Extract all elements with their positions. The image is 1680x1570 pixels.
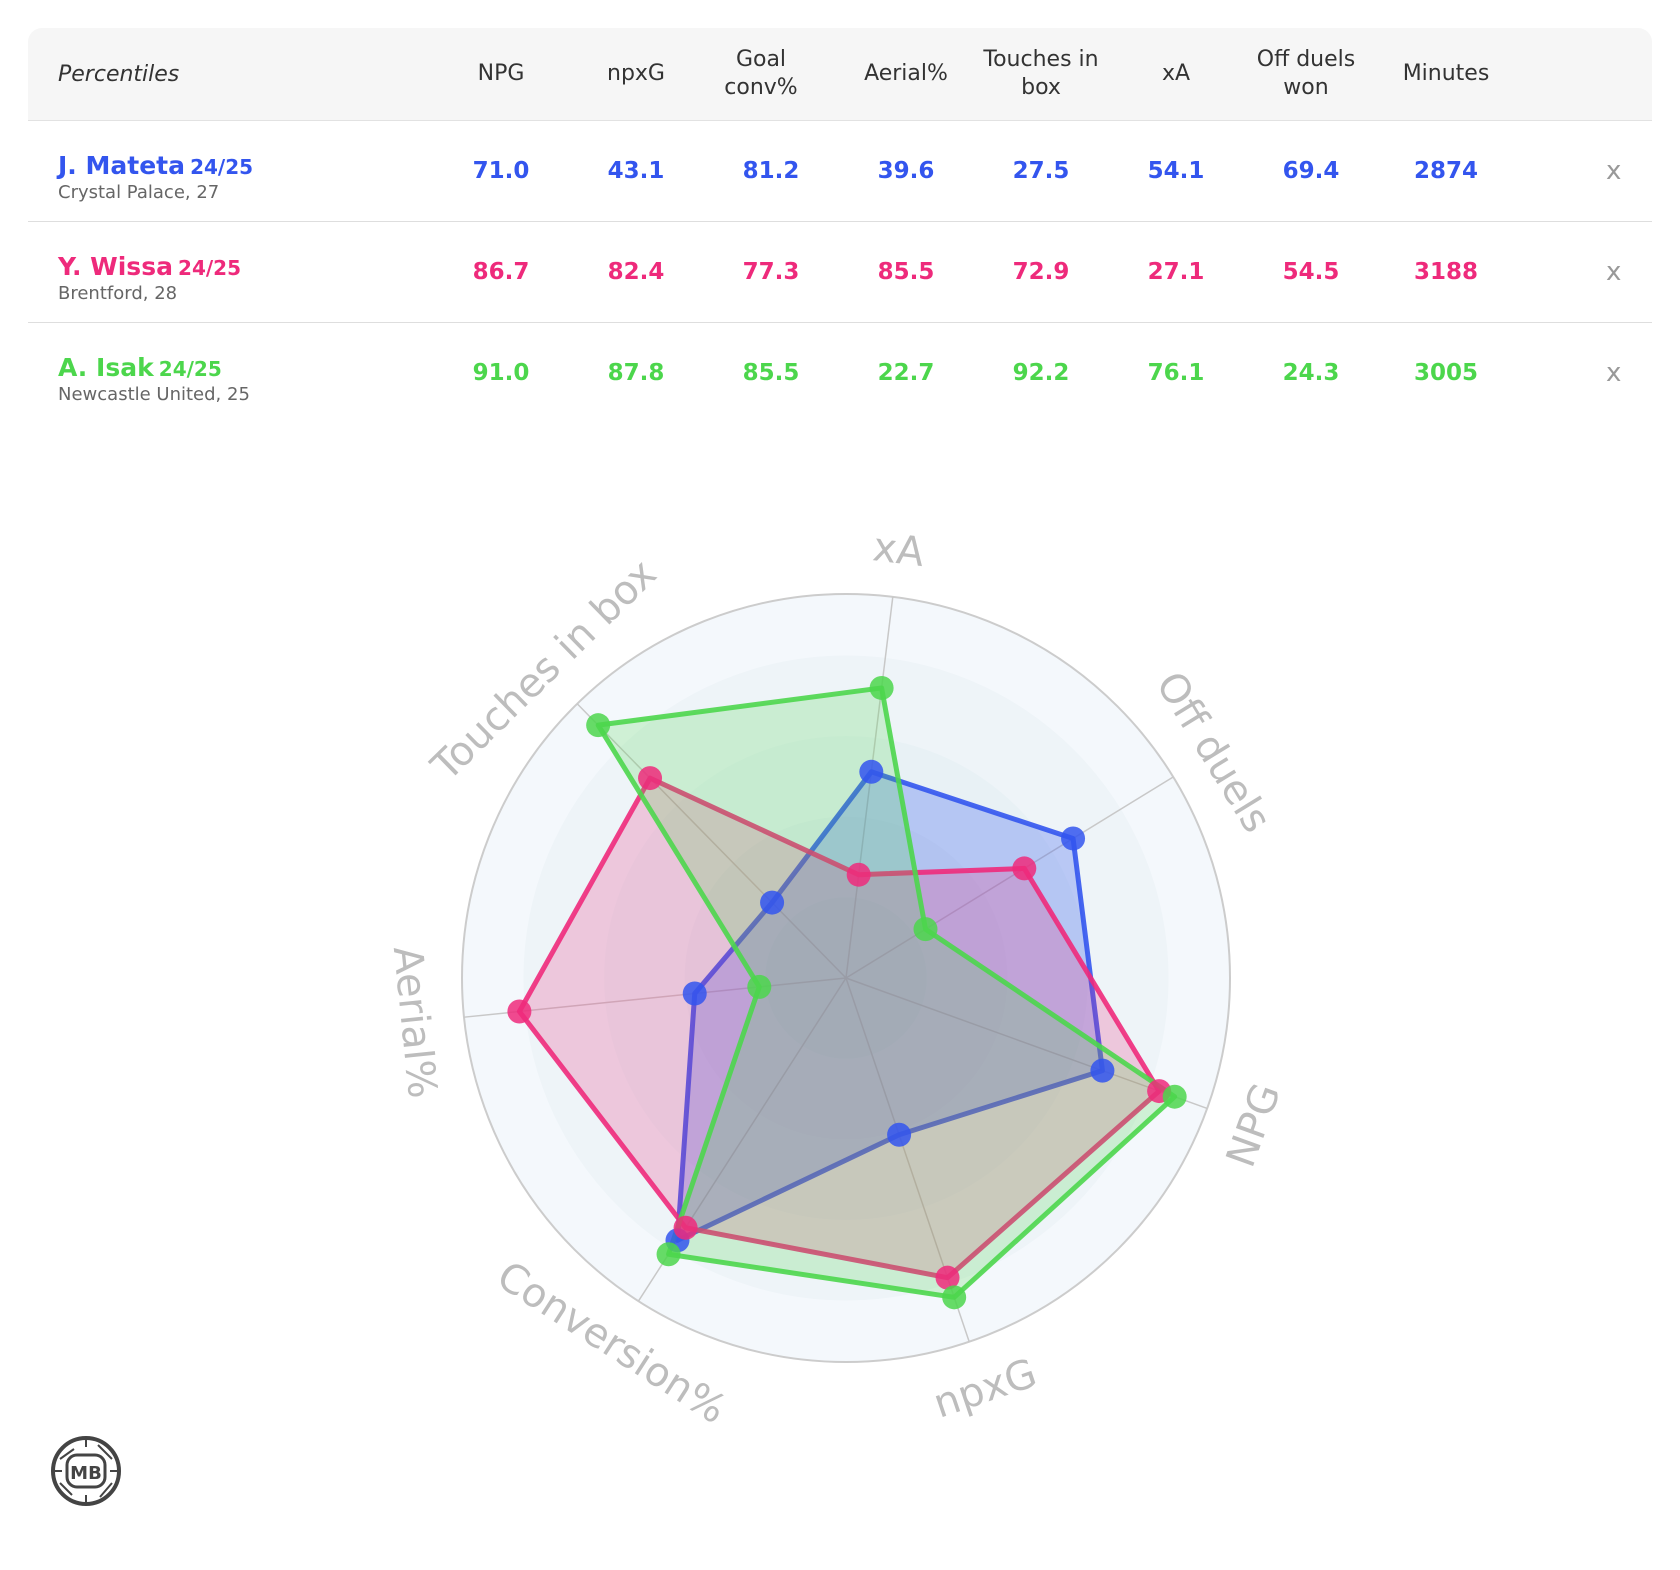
value-xa: 54.1: [1147, 158, 1205, 184]
header-label: Percentiles: [58, 61, 180, 87]
col-minutes[interactable]: Minutes: [1402, 61, 1490, 86]
data-point: [846, 862, 871, 887]
col-goal-conv[interactable]: Goal conv%: [724, 47, 798, 100]
data-point: [760, 890, 785, 915]
mb-logo: MB: [50, 1435, 122, 1511]
value-xa: 76.1: [1147, 360, 1205, 386]
radar-outer-ring: [461, 593, 1231, 1363]
value-xa: 27.1: [1147, 259, 1205, 285]
value-goal-conv: 81.2: [742, 158, 800, 184]
col-off-duels-won[interactable]: Off duels won: [1256, 47, 1356, 100]
value-npg: 86.7: [472, 259, 530, 285]
player-info: Y. Wissa 24/25 Brentford, 28: [58, 252, 241, 304]
value-goal-conv: 77.3: [742, 259, 800, 285]
value-npg: 71.0: [472, 158, 530, 184]
data-point: [656, 1242, 681, 1267]
value-off-duels-won: 69.4: [1282, 158, 1340, 184]
remove-player-button[interactable]: x: [1606, 156, 1622, 186]
col-npxg[interactable]: npxG: [607, 61, 665, 86]
value-minutes: 3188: [1413, 259, 1478, 285]
data-point: [638, 766, 663, 791]
data-point: [586, 713, 611, 738]
value-npxg: 82.4: [607, 259, 665, 285]
value-minutes: 3005: [1413, 360, 1478, 386]
player-season: 24/25: [190, 155, 254, 179]
axis-label: NPG: [1218, 1078, 1290, 1174]
data-point: [869, 675, 894, 700]
data-point: [935, 1265, 960, 1290]
value-touches-in-box: 27.5: [1012, 158, 1070, 184]
player-club: Brentford, 28: [58, 283, 178, 304]
value-aerial: 39.6: [877, 158, 935, 184]
table-header: Percentiles NPG npxG Goal conv% Aerial% …: [28, 28, 1652, 121]
data-point: [913, 917, 938, 942]
data-point: [1061, 826, 1086, 851]
data-point: [942, 1285, 967, 1310]
player-name[interactable]: Y. Wissa: [58, 252, 173, 281]
table-row: Y. Wissa 24/25 Brentford, 28 86.7 82.4 77.3 8…: [28, 222, 1652, 323]
table-row: A. Isak 24/25 Newcastle United, 25 91.0 87.…: [28, 323, 1652, 423]
percentile-table: Percentiles NPG npxG Goal conv% Aerial% …: [28, 28, 1652, 423]
col-npg[interactable]: NPG: [477, 61, 525, 86]
data-point: [859, 759, 884, 784]
col-xa[interactable]: xA: [1161, 61, 1191, 86]
series-area-2: [595, 685, 1178, 1300]
player-season: 24/25: [158, 357, 222, 381]
player-club: Crystal Palace, 27: [58, 182, 220, 203]
value-minutes: 2874: [1413, 158, 1478, 184]
value-npxg: 43.1: [607, 158, 665, 184]
radar-spoke: [845, 776, 1174, 979]
value-npxg: 87.8: [607, 360, 665, 386]
player-info: A. Isak 24/25 Newcastle United, 25: [58, 353, 250, 405]
player-info: J. Mateta 24/25 Crystal Palace, 27: [58, 151, 253, 203]
axis-label: npxG: [928, 1350, 1043, 1427]
data-point: [507, 999, 532, 1024]
data-point: [1090, 1058, 1115, 1083]
value-touches-in-box: 72.9: [1012, 259, 1070, 285]
radar-spoke: [576, 703, 847, 979]
data-point: [1162, 1084, 1187, 1109]
data-point: [887, 1122, 912, 1147]
series-area-0: [674, 769, 1105, 1243]
radar-spoke: [845, 596, 894, 979]
value-aerial: 22.7: [877, 360, 935, 386]
player-name[interactable]: J. Mateta: [58, 151, 185, 180]
data-point: [1012, 856, 1037, 881]
table-row: J. Mateta 24/25 Crystal Palace, 27 71.0 43.…: [28, 121, 1652, 222]
player-club: Newcastle United, 25: [58, 384, 250, 405]
svg-text:MB: MB: [70, 1463, 102, 1484]
value-goal-conv: 85.5: [742, 360, 800, 386]
value-off-duels-won: 24.3: [1282, 360, 1340, 386]
axis-label: xA: [870, 524, 927, 576]
data-point: [747, 974, 772, 999]
series-area-1: [516, 775, 1162, 1281]
player-name[interactable]: A. Isak: [58, 353, 154, 382]
remove-player-button[interactable]: x: [1606, 358, 1622, 388]
data-point: [673, 1215, 698, 1240]
axis-label: Aerial%: [384, 944, 445, 1100]
player-season: 24/25: [178, 256, 242, 280]
radar-spoke: [845, 977, 1208, 1110]
value-touches-in-box: 92.2: [1012, 360, 1070, 386]
remove-player-button[interactable]: x: [1606, 257, 1622, 287]
value-off-duels-won: 54.5: [1282, 259, 1340, 285]
data-point: [682, 981, 707, 1006]
value-aerial: 85.5: [877, 259, 935, 285]
col-aerial[interactable]: Aerial%: [864, 61, 948, 86]
col-touches-in-box[interactable]: Touches in box: [983, 47, 1099, 100]
value-npg: 91.0: [472, 360, 530, 386]
